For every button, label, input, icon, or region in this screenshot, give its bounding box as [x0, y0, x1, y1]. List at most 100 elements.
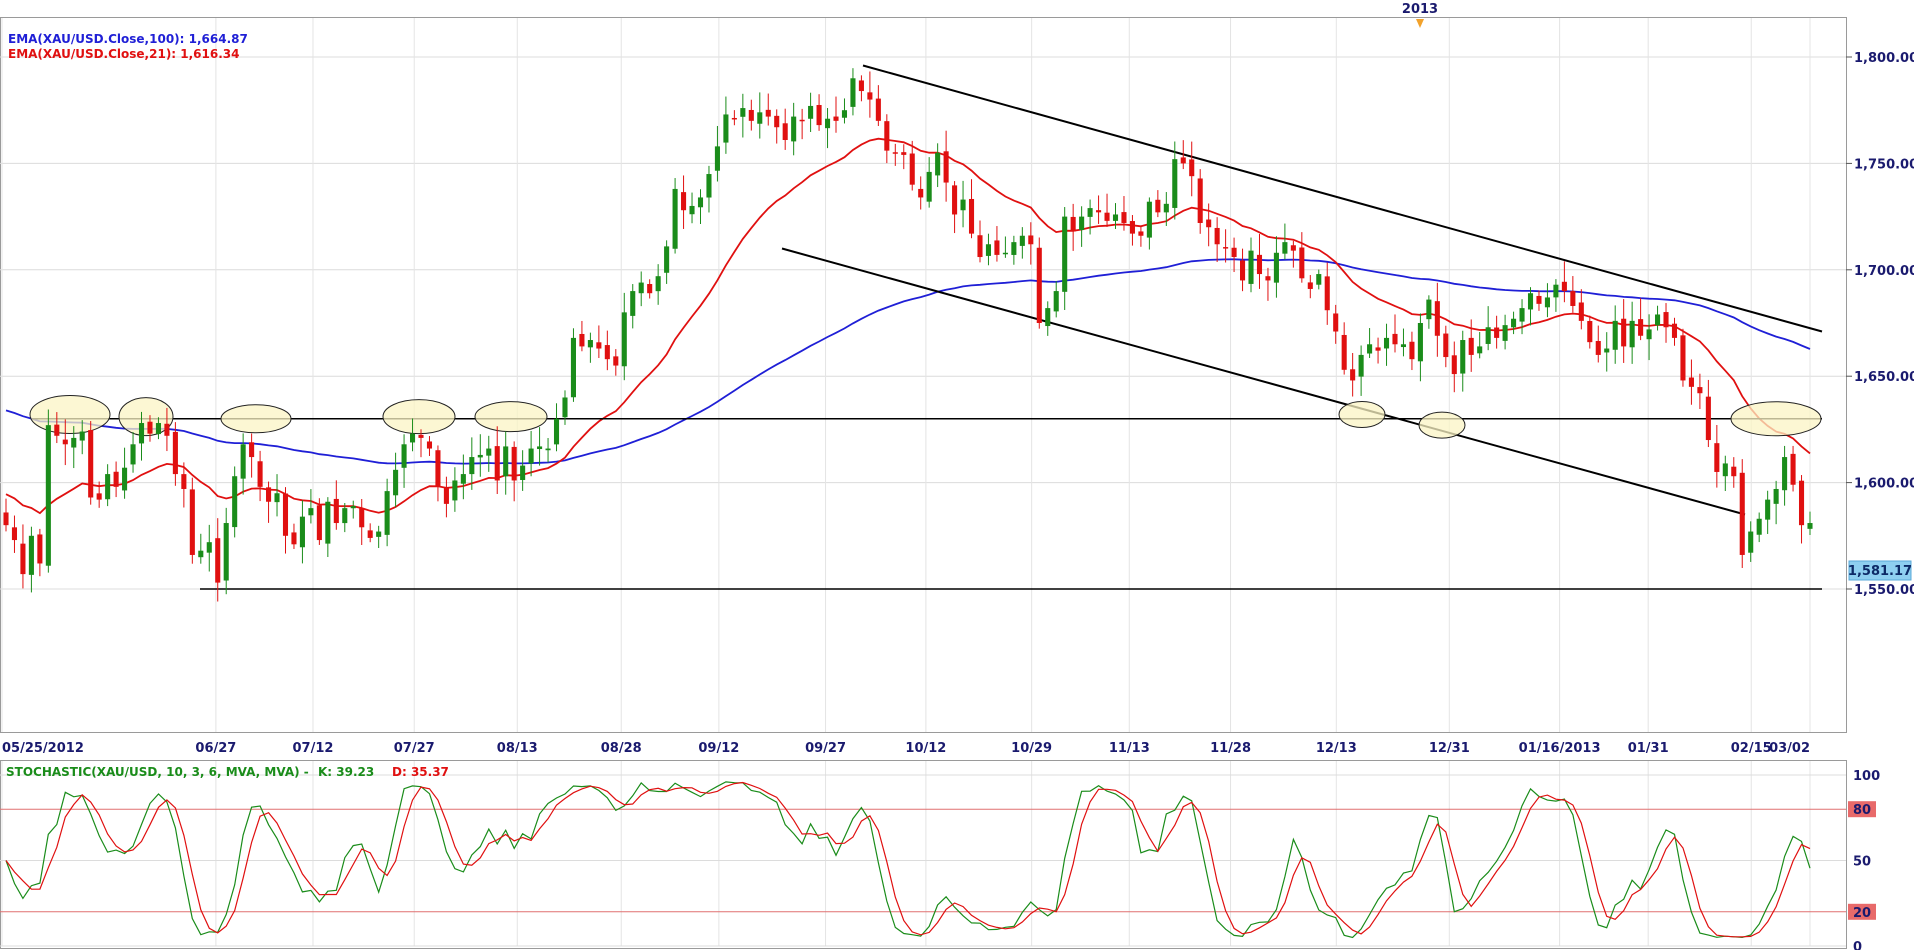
- candle: [1722, 455, 1728, 492]
- candle: [418, 429, 424, 458]
- candle-body: [1121, 212, 1127, 223]
- candle-body: [376, 531, 382, 537]
- candle: [1409, 331, 1415, 371]
- candle-body: [282, 493, 289, 536]
- candle: [604, 330, 610, 371]
- candle-body: [223, 523, 229, 581]
- candle-body: [901, 152, 907, 155]
- candle: [748, 99, 754, 131]
- candle: [350, 500, 356, 519]
- candle: [88, 421, 94, 505]
- candle: [841, 98, 848, 124]
- candle: [1663, 303, 1669, 343]
- candle-body: [384, 491, 390, 535]
- candle-body: [477, 454, 483, 458]
- candle: [316, 498, 322, 545]
- candle-body: [1002, 252, 1008, 255]
- candle-body: [1680, 335, 1686, 381]
- candle-body: [952, 185, 958, 215]
- candle: [1426, 295, 1432, 329]
- candle: [232, 466, 238, 538]
- candle: [291, 523, 297, 549]
- candle-body: [308, 508, 314, 516]
- candle: [325, 497, 331, 558]
- candle-body: [88, 430, 94, 498]
- candle: [765, 93, 771, 126]
- candle: [808, 92, 814, 133]
- candle: [376, 525, 382, 548]
- candle: [1146, 197, 1152, 250]
- candle: [215, 518, 221, 602]
- candle-body: [1265, 276, 1271, 281]
- candle: [672, 178, 678, 254]
- candle-body: [596, 342, 602, 349]
- candle-body: [1731, 466, 1737, 477]
- candle-body: [1231, 247, 1237, 258]
- candle: [968, 179, 975, 239]
- lower-channel-line: [781, 247, 1746, 516]
- stoch-tick-label: 100: [1853, 769, 1880, 784]
- candle: [164, 407, 170, 452]
- candle-body: [833, 116, 839, 121]
- candle-body: [1561, 281, 1567, 292]
- candle: [189, 477, 195, 564]
- candle-body: [1722, 463, 1728, 477]
- ema21-line: [5, 137, 1811, 515]
- candle-body: [1790, 453, 1796, 485]
- candle: [1324, 262, 1330, 325]
- candle-body: [748, 109, 754, 121]
- candle-body: [1578, 302, 1584, 321]
- last-price-label: 1,581.17: [1848, 564, 1912, 579]
- candle: [1807, 511, 1813, 536]
- candle: [1341, 322, 1347, 375]
- candle-body: [1197, 178, 1203, 223]
- candle: [206, 524, 212, 572]
- candle-body: [1663, 312, 1669, 328]
- candle-body: [20, 543, 26, 575]
- x-tick-label: 01/16/2013: [1519, 741, 1601, 756]
- candle: [528, 430, 534, 477]
- candle-body: [164, 423, 170, 436]
- candle: [511, 441, 517, 502]
- candle: [1578, 289, 1584, 330]
- candle: [1273, 236, 1279, 298]
- candle: [1511, 311, 1517, 335]
- candle: [367, 523, 373, 543]
- candle-body: [1417, 323, 1423, 362]
- candle: [1248, 237, 1254, 293]
- candle: [901, 144, 907, 170]
- candle: [45, 409, 51, 573]
- candle: [647, 279, 653, 299]
- candle: [1392, 314, 1398, 353]
- candle-body: [850, 78, 856, 107]
- stoch-band-badge: [1848, 903, 1876, 920]
- candle: [960, 180, 966, 228]
- candle: [1307, 275, 1313, 299]
- candle-body: [1180, 157, 1186, 164]
- candle-body: [45, 425, 51, 566]
- candle-body: [503, 446, 509, 477]
- candle: [1697, 373, 1703, 409]
- candle-body: [1155, 199, 1161, 213]
- stoch-tick-label: 50: [1853, 855, 1871, 870]
- stochastic-d-value: D: 35.37: [392, 765, 449, 779]
- candle: [1070, 203, 1076, 251]
- candle: [909, 140, 915, 191]
- candle: [401, 434, 407, 488]
- candle: [3, 498, 9, 532]
- candle: [1544, 283, 1550, 318]
- candle: [1197, 169, 1203, 234]
- candle: [1527, 287, 1534, 326]
- x-tick-label: 12/13: [1316, 741, 1357, 756]
- candle: [1223, 229, 1229, 263]
- candle-body: [1333, 313, 1339, 332]
- candle-body: [968, 198, 975, 234]
- candle-body: [664, 246, 670, 273]
- candle: [1739, 459, 1745, 568]
- candle: [858, 75, 864, 102]
- candle-body: [443, 487, 449, 504]
- candle-body: [1324, 276, 1330, 311]
- candle-body: [935, 152, 941, 176]
- candle-body: [1138, 231, 1144, 236]
- candle-body: [274, 493, 280, 503]
